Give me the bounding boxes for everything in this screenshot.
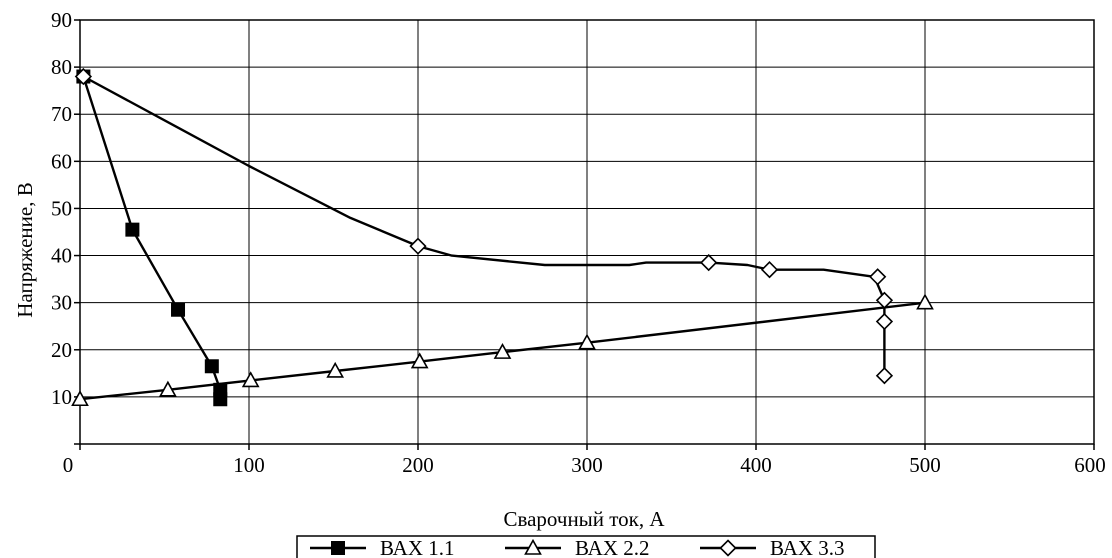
data-point (875, 367, 894, 385)
data-point (159, 380, 177, 397)
x-tick-label: 100 (233, 453, 265, 477)
data-point (409, 237, 427, 255)
x-tick-label: 600 (1074, 453, 1106, 477)
axes (74, 19, 1095, 450)
y-tick-label: 60 (51, 149, 72, 173)
gridlines (80, 19, 1094, 444)
legend-item: ВАХ 3.3 (700, 536, 845, 558)
y-tick-label: 30 (51, 291, 72, 315)
data-point (71, 390, 89, 407)
data-point (171, 302, 186, 317)
data-point (125, 222, 140, 237)
x-tick-label: 400 (740, 453, 772, 477)
series-2 (71, 293, 934, 407)
y-tick-label: 40 (51, 244, 72, 268)
data-point (241, 371, 260, 388)
x-tick-label: 0 (63, 453, 74, 477)
y-axis-title: Напряжение, В (13, 182, 37, 317)
legend-item: ВАХ 2.2 (505, 536, 650, 558)
series-layer (71, 67, 934, 407)
data-point (493, 342, 512, 359)
data-point (916, 293, 934, 310)
legend-marker (331, 541, 345, 555)
legend-item: ВАХ 1.1 (310, 536, 455, 558)
x-tick-label: 300 (571, 453, 603, 477)
series-line (82, 76, 222, 400)
data-point (410, 352, 429, 369)
x-tick-label: 500 (909, 453, 941, 477)
data-point (204, 359, 219, 374)
series-3 (74, 67, 894, 385)
legend-marker (524, 538, 542, 555)
tick-labels: 10 20 30 40 50 60 70 80 90 0 100 200 300 400 500 600 (51, 8, 1106, 477)
y-tick-label: 20 (51, 338, 72, 362)
legend-label: ВАХ 2.2 (575, 536, 650, 558)
data-point (326, 361, 345, 378)
data-point (869, 268, 887, 286)
series-1 (76, 69, 228, 407)
data-point (875, 312, 894, 331)
series-line (79, 301, 926, 401)
series-line (82, 75, 886, 376)
legend-label: ВАХ 3.3 (770, 536, 845, 558)
y-tick-label: 70 (51, 102, 72, 126)
data-point (875, 291, 894, 309)
data-point (700, 253, 718, 272)
data-point (760, 261, 779, 279)
y-tick-label: 80 (51, 55, 72, 79)
x-tick-label: 200 (402, 453, 434, 477)
x-axis-title: Сварочный ток, А (503, 507, 665, 531)
legend-marker (719, 539, 737, 557)
data-point (578, 333, 596, 350)
y-tick-label: 90 (51, 8, 72, 32)
legend: ВАХ 1.1 ВАХ 2.2 ВАХ 3.3 (296, 535, 876, 558)
data-point (74, 67, 93, 86)
legend-label: ВАХ 1.1 (380, 536, 455, 558)
y-tick-label: 50 (51, 196, 72, 220)
y-tick-label: 10 (51, 385, 72, 409)
data-point (213, 392, 228, 407)
